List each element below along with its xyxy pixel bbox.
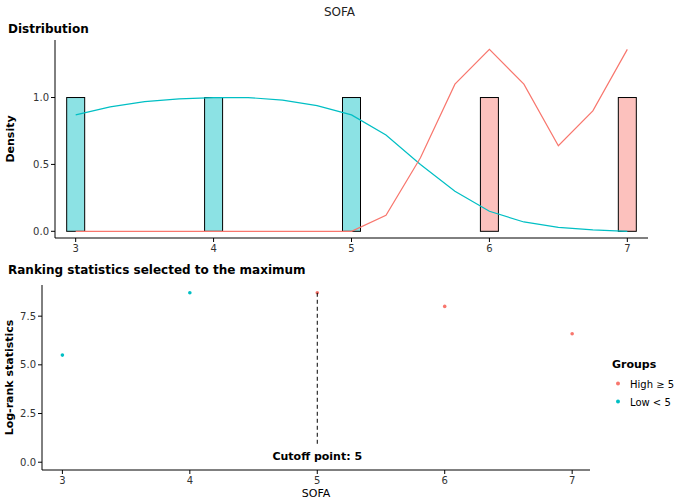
- y-tick-label: 5.0: [20, 359, 36, 370]
- y-tick-label: 0.5: [33, 159, 49, 170]
- y-tick: [51, 164, 55, 165]
- x-tick: [489, 238, 490, 242]
- data-group: [67, 49, 637, 231]
- figure-title: SOFA: [324, 5, 356, 19]
- panel-title: Distribution: [8, 22, 89, 36]
- y-tick: [38, 364, 42, 365]
- histogram-bar: [343, 98, 361, 232]
- y-axis-label: Log-rank statistics: [3, 319, 16, 435]
- x-tick: [627, 238, 628, 242]
- panel: Distribution 0.0 0.5 1.0 3 4 5 6 7 Density: [4, 22, 648, 254]
- x-tick: [62, 470, 63, 474]
- panel: Ranking statistics selected to the maxim…: [3, 263, 674, 500]
- x-tick: [572, 470, 573, 474]
- y-axis-label: Density: [4, 115, 17, 162]
- x-tick-label: 5: [348, 243, 354, 254]
- x-axis-label: SOFA: [302, 487, 331, 500]
- background: [0, 0, 679, 500]
- x-tick: [351, 238, 352, 242]
- density-line: [76, 49, 628, 231]
- x-tick-label: 7: [569, 475, 575, 486]
- y-tick: [38, 316, 42, 317]
- x-axis-line: [42, 470, 590, 471]
- point: [570, 332, 574, 336]
- x-tick-label: 4: [210, 243, 216, 254]
- data-group: [61, 291, 574, 444]
- y-axis-line: [55, 40, 56, 238]
- panel-title: Ranking statistics selected to the maxim…: [8, 263, 306, 277]
- y-tick-label: 0.0: [20, 457, 36, 468]
- legend: Groups High ≥ 5 Low < 5: [612, 358, 674, 408]
- cutoff-line: [317, 293, 318, 444]
- x-tick: [189, 470, 190, 474]
- chart-root: SOFA Distribution 0.0 0.5 1.0 3 4 5 6 7 Density Ran…: [0, 0, 679, 500]
- legend-swatch: [616, 382, 620, 386]
- point: [188, 291, 192, 295]
- histogram-bar: [205, 98, 223, 232]
- legend-swatch: [616, 400, 620, 404]
- y-axis-line: [42, 285, 43, 470]
- annotation: Cutoff point: 5: [272, 450, 362, 463]
- x-tick-label: 3: [72, 243, 78, 254]
- legend-label: High ≥ 5: [630, 379, 674, 390]
- x-tick-label: 4: [187, 475, 193, 486]
- x-tick-label: 3: [59, 475, 65, 486]
- legend-label: Low < 5: [630, 397, 671, 408]
- x-tick: [444, 470, 445, 474]
- y-tick: [51, 97, 55, 98]
- y-tick: [38, 413, 42, 414]
- y-tick-label: 2.5: [20, 408, 36, 419]
- point: [443, 305, 447, 309]
- x-tick: [213, 238, 214, 242]
- histogram-bar: [618, 98, 636, 232]
- y-tick: [38, 462, 42, 463]
- histogram-bar: [67, 98, 85, 232]
- x-tick-label: 6: [442, 475, 448, 486]
- x-tick-label: 7: [624, 243, 630, 254]
- y-tick-label: 0.0: [33, 226, 49, 237]
- y-tick-label: 7.5: [20, 311, 36, 322]
- y-tick: [51, 231, 55, 232]
- x-tick: [75, 238, 76, 242]
- y-tick-label: 1.0: [33, 92, 49, 103]
- legend-title: Groups: [612, 358, 657, 371]
- density-line: [76, 98, 628, 232]
- x-tick: [317, 470, 318, 474]
- x-tick-label: 5: [314, 475, 320, 486]
- point: [61, 353, 65, 357]
- x-tick-label: 6: [486, 243, 492, 254]
